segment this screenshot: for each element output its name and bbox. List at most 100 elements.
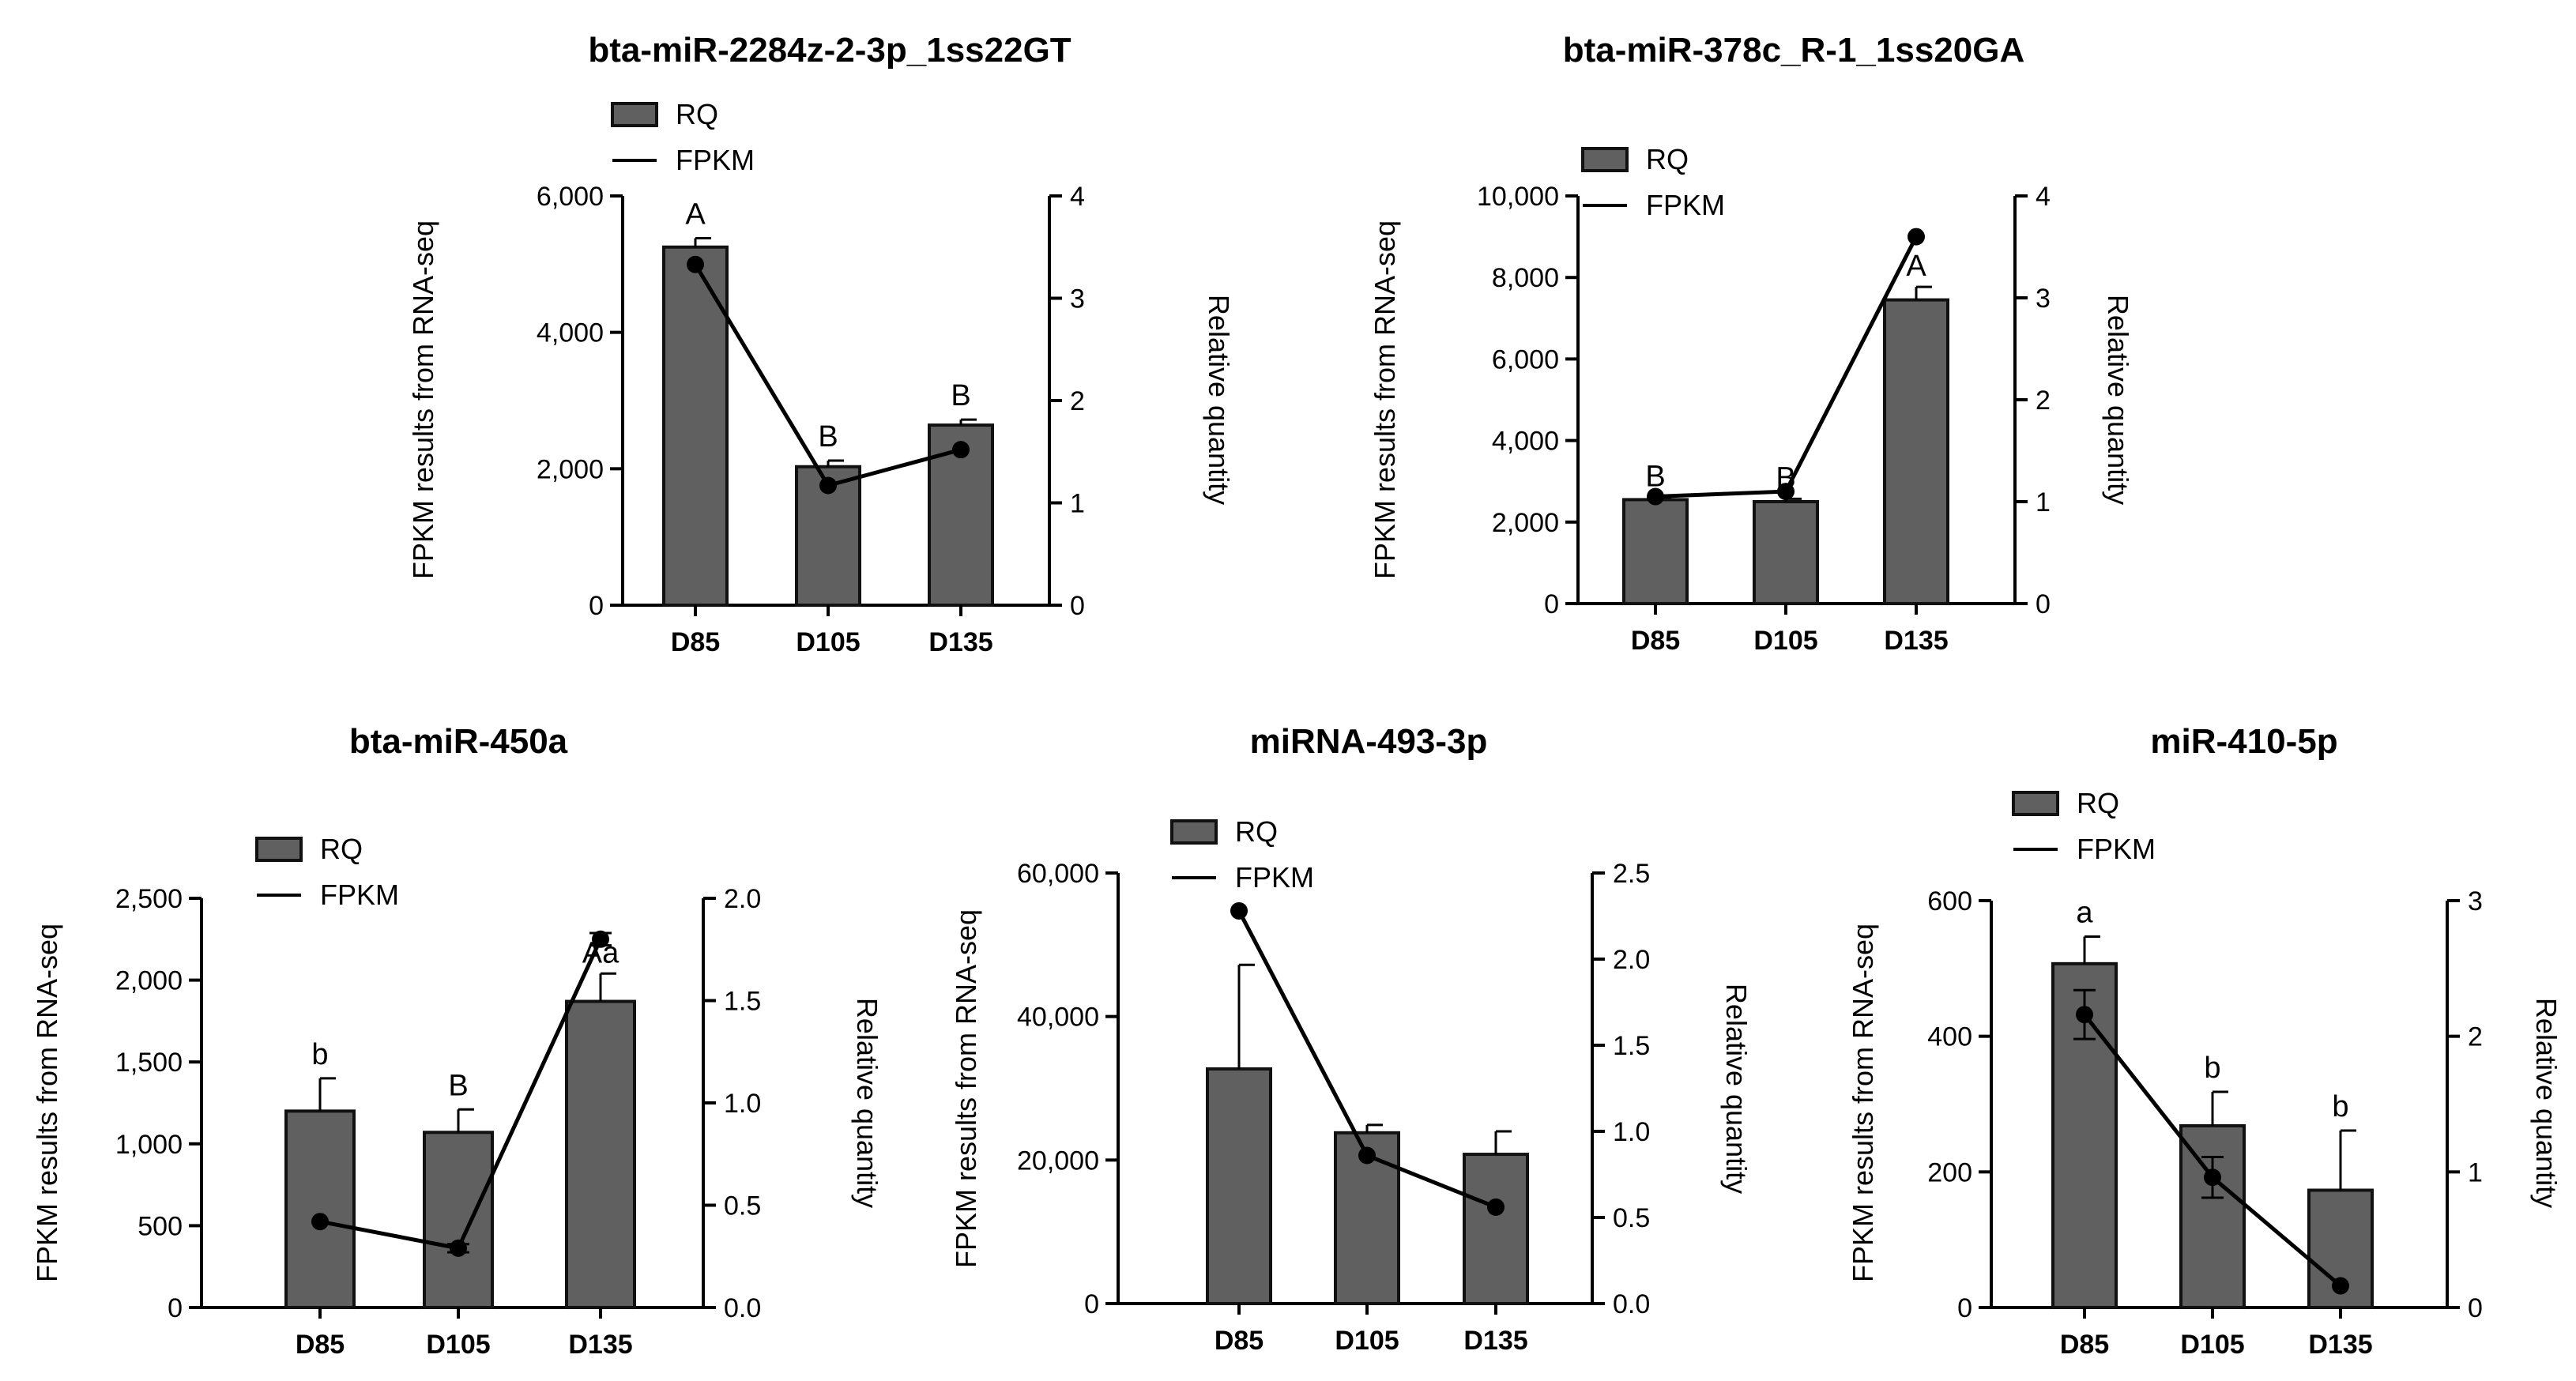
left-tick-label: 1,500 xyxy=(115,1048,183,1078)
significance-letter: B xyxy=(1645,460,1665,493)
legend-label-rq: RQ xyxy=(1235,815,1278,848)
left-tick-label: 2,500 xyxy=(115,884,183,914)
right-tick-label: 2.0 xyxy=(1613,945,1650,975)
y-axis-label: FPKM results from RNA-seq xyxy=(407,220,439,579)
fpkm-point-D105 xyxy=(819,476,837,495)
left-tick-label: 60,000 xyxy=(1017,859,1099,889)
fpkm-line xyxy=(1655,235,1919,499)
right-tick-label: 0.0 xyxy=(724,1293,761,1323)
legend-label-rq: RQ xyxy=(2077,787,2119,819)
right-tick-label: 4 xyxy=(1070,182,1085,212)
significance-letter: b xyxy=(2204,1052,2220,1085)
right-tick-label: 2 xyxy=(2468,1022,2483,1052)
y-axis-label: FPKM results from RNA-seq xyxy=(950,909,982,1268)
legend-swatch-rq xyxy=(255,837,303,862)
significance-letter: A xyxy=(685,198,706,231)
right-tick-label: 0.5 xyxy=(724,1191,761,1221)
y-axis-label: FPKM results from RNA-seq xyxy=(31,924,63,1282)
legend-label-fpkm: FPKM xyxy=(1235,861,1314,894)
left-tick-label: 2,000 xyxy=(537,454,604,484)
fpkm-point-D85 xyxy=(311,1213,329,1231)
bar-D135 xyxy=(1463,1153,1529,1305)
right-tick-label: 4 xyxy=(2036,182,2051,212)
x-tick-label: D85 xyxy=(671,627,720,657)
legend-label-fpkm: FPKM xyxy=(320,879,399,911)
bar-D105 xyxy=(423,1131,494,1310)
x-tick-label: D105 xyxy=(1753,626,1817,656)
legend-label-rq: RQ xyxy=(320,833,363,865)
left-tick-label: 0 xyxy=(589,591,604,621)
y2-axis-label: Relative quantity xyxy=(2530,998,2563,1208)
right-tick-label: 1.0 xyxy=(1613,1117,1650,1147)
left-tick-label: 10,000 xyxy=(1477,182,1559,212)
legend-swatch-rq xyxy=(611,102,658,127)
legend-label-fpkm: FPKM xyxy=(676,144,755,176)
x-tick-label: D135 xyxy=(568,1330,632,1360)
fpkm-point-D105 xyxy=(1358,1146,1376,1165)
left-tick-label: 20,000 xyxy=(1017,1146,1099,1176)
chart-panel-3: bta-miR-450a 0 500 1,000 1,500 2,000 2,500 0.0 0… xyxy=(31,722,883,1360)
significance-letter: B xyxy=(818,420,838,453)
right-tick-label: 2.0 xyxy=(724,884,761,914)
chart-panel-5: miR-410-5p 0 200 400 600 0 1 2 3 FPKM results fro… xyxy=(1847,722,2563,1360)
chart-title: miR-410-5p xyxy=(2150,722,2337,761)
right-tick-label: 1 xyxy=(2468,1157,2483,1187)
right-tick-label: 1 xyxy=(2036,487,2051,517)
x-tick-label: D85 xyxy=(1215,1326,1264,1356)
fpkm-point-D135 xyxy=(592,930,609,948)
chart-panel-1: bta-miR-2284z-2-3p_1ss22GT 0 2,000 4,000 6,0… xyxy=(407,31,1235,657)
left-tick-label: 1,000 xyxy=(115,1130,183,1160)
left-tick-label: 500 xyxy=(137,1211,183,1241)
significance-letter: B xyxy=(448,1069,468,1102)
left-tick-label: 0 xyxy=(168,1293,183,1323)
bar-D85 xyxy=(662,245,729,607)
fpkm-point-D135 xyxy=(1908,228,1925,246)
significance-letter: b xyxy=(2332,1090,2348,1123)
y2-axis-label: Relative quantity xyxy=(2102,295,2134,505)
left-tick-label: 4,000 xyxy=(1492,427,1559,457)
right-tick-label: 0 xyxy=(2036,589,2051,619)
right-tick-label: 1.0 xyxy=(724,1089,761,1119)
fpkm-point-D85 xyxy=(687,255,704,273)
fpkm-point-D85 xyxy=(1230,901,1248,920)
x-tick-label: D85 xyxy=(1631,626,1680,656)
x-tick-label: D85 xyxy=(296,1330,345,1360)
bar-D85 xyxy=(284,1109,356,1309)
left-tick-label: 40,000 xyxy=(1017,1003,1099,1033)
legend: RQ FPKM xyxy=(1581,143,1725,221)
y2-axis-label: Relative quantity xyxy=(1720,984,1753,1194)
x-tick-label: D105 xyxy=(1335,1326,1399,1356)
right-tick-label: 3 xyxy=(1070,284,1085,314)
legend: RQ FPKM xyxy=(1170,815,1314,894)
left-tick-label: 0 xyxy=(1957,1293,1972,1323)
fpkm-point-D85 xyxy=(1647,487,1664,506)
legend: RQ FPKM xyxy=(611,98,755,176)
legend-label-rq: RQ xyxy=(1646,143,1689,175)
left-tick-label: 0 xyxy=(1544,589,1559,619)
left-tick-label: 6,000 xyxy=(537,182,604,212)
right-tick-label: 3 xyxy=(2468,886,2483,916)
chart-panel-4: miRNA-493-3p 0 20,000 40,000 60,000 0.0 0.5 1.0… xyxy=(950,722,1753,1356)
bar-D105 xyxy=(1753,500,1819,605)
left-tick-label: 0 xyxy=(1084,1289,1099,1319)
fpkm-point-D85 xyxy=(2076,1006,2093,1024)
x-tick-label: D105 xyxy=(796,627,860,657)
left-tick-label: 2,000 xyxy=(115,966,183,996)
right-tick-label: 2.5 xyxy=(1613,859,1650,889)
x-tick-label: D85 xyxy=(2060,1330,2109,1360)
x-tick-label: D105 xyxy=(426,1330,490,1360)
left-tick-label: 400 xyxy=(1927,1022,1972,1052)
right-tick-label: 2 xyxy=(2036,386,2051,416)
right-tick-label: 0.5 xyxy=(1613,1203,1650,1233)
significance-letter: a xyxy=(2076,896,2093,929)
fpkm-point-D135 xyxy=(952,441,970,459)
legend-swatch-rq xyxy=(1170,819,1218,845)
legend-label-fpkm: FPKM xyxy=(1646,189,1725,221)
x-tick-label: D135 xyxy=(1884,626,1948,656)
legend: RQ FPKM xyxy=(255,833,399,911)
x-tick-label: D135 xyxy=(1463,1326,1527,1356)
right-tick-label: 0.0 xyxy=(1613,1289,1650,1319)
significance-letter: b xyxy=(311,1038,328,1071)
x-tick-label: D105 xyxy=(2180,1330,2244,1360)
left-tick-label: 4,000 xyxy=(537,318,604,348)
